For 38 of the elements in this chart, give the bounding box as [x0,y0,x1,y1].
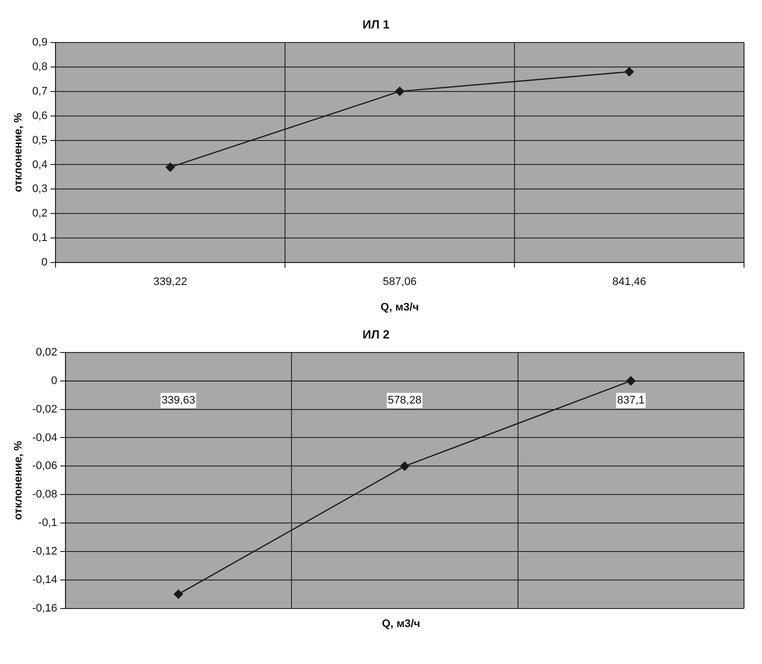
point [395,86,404,96]
y-axis-title: отклонение, % [12,440,25,520]
y-tick-label: -0,12 [32,546,58,558]
x-tick-label: 339,63 [162,394,196,406]
y-tick-label: -0,08 [32,488,58,501]
x-tick-label: 339,22 [153,276,188,288]
y-tick-label: 0,5 [32,134,48,146]
point [624,67,634,76]
chart-title: ИЛ 1 [362,18,390,32]
y-axis-title: отклонение, % [12,112,25,192]
y-tick-label: 0,9 [32,36,48,48]
chart-title: ИЛ 2 [362,328,390,342]
y-tick-label: -0,14 [32,574,58,586]
y-tick-label: 0,2 [32,208,48,220]
point [626,376,636,386]
y-tick-label: 0,8 [32,60,48,73]
y-tick-label: 0,4 [32,158,48,171]
y-tick-label: 0,1 [32,232,48,244]
point [166,162,175,172]
y-tick-label: 0 [51,374,58,387]
x-tick-label: 837,1 [617,394,645,406]
y-tick-label: 0,6 [32,110,48,122]
x-tick-label: 587,06 [382,276,417,288]
y-tick-label: -0,06 [32,460,58,472]
x-tick-label: 841,46 [612,276,646,288]
y-tick-label: -0,16 [32,602,58,614]
point [400,462,410,471]
x-tick-label: 578,28 [388,394,422,406]
y-tick-label: -0,02 [32,403,58,416]
y-tick-label: 0,02 [36,346,58,358]
y-tick-label: 0 [41,256,48,269]
point [174,590,183,599]
y-tick-label: 0,3 [32,183,48,196]
y-tick-label: -0,04 [32,432,58,444]
x-axis-title: Q, м3/ч [380,301,419,314]
x-axis-title: Q, м3/ч [380,618,422,630]
y-tick-label: 0,7 [32,85,48,98]
y-tick-label: -0,1 [38,517,58,530]
